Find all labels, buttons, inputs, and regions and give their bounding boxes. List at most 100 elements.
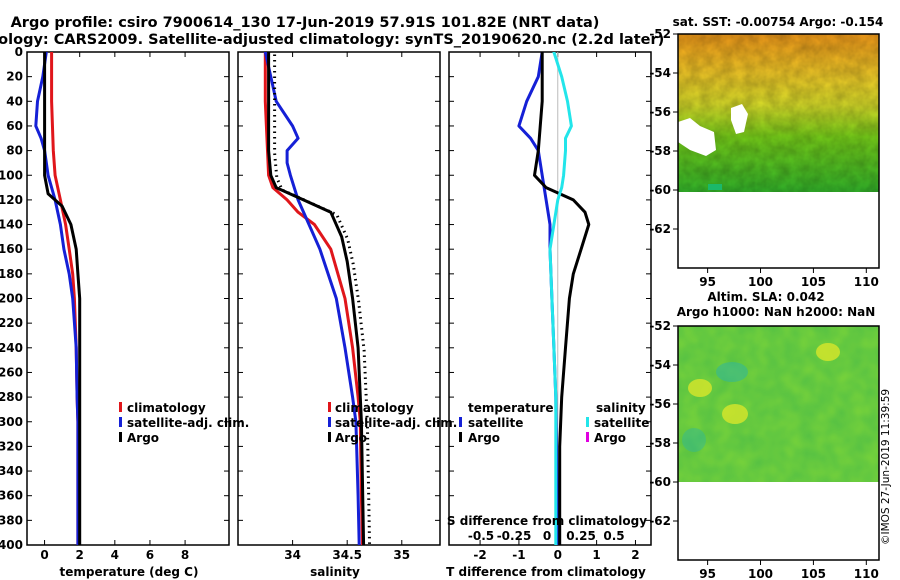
legend-swatch-climatology bbox=[119, 402, 122, 412]
map-lat-label: -60 bbox=[649, 183, 671, 197]
map-lon-label: 105 bbox=[801, 567, 826, 580]
sst-island bbox=[708, 184, 722, 190]
legend-swatch-argo bbox=[119, 432, 122, 442]
x-tick-label: 1 bbox=[592, 548, 600, 562]
legend-swatch-argo bbox=[328, 432, 331, 442]
map-lat-label: -62 bbox=[649, 222, 671, 236]
s-diff-tick: -0.5 bbox=[468, 529, 494, 543]
series-line-satellite-adj-clim bbox=[34, 52, 80, 545]
legend-swatch-satellite bbox=[328, 417, 331, 427]
map-lat-label: -54 bbox=[649, 66, 671, 80]
depth-tick-label: 160 bbox=[0, 242, 23, 256]
t-difference-axis-label: T difference from climatology bbox=[446, 565, 646, 579]
x-tick-label: 0 bbox=[40, 548, 48, 562]
temperature-axis-label: temperature (deg C) bbox=[60, 565, 199, 579]
legend-swatch-satellite-t bbox=[459, 417, 462, 427]
legend-argo: Argo bbox=[127, 431, 159, 445]
sla-land-mask bbox=[678, 482, 879, 560]
s-difference-ticks: -0.5 -0.25 0 0.25 0.5 bbox=[468, 529, 625, 543]
x-tick-label: 0 bbox=[554, 548, 562, 562]
sla-texture bbox=[678, 326, 879, 482]
sst-land-mask bbox=[678, 192, 879, 268]
depth-tick-label: 340 bbox=[0, 464, 23, 478]
salinity-legend: climatology satellite-adj. clim. Argo bbox=[328, 401, 457, 445]
depth-tick-label: 20 bbox=[6, 70, 23, 84]
series-line-satellite-s-diff bbox=[548, 52, 573, 545]
series-line-satellite-adj-clim bbox=[263, 52, 361, 545]
depth-tick-label: 120 bbox=[0, 193, 23, 207]
sst-cloud-gap bbox=[731, 104, 748, 134]
depth-tick-label: 0 bbox=[15, 45, 23, 59]
sst-map bbox=[677, 33, 880, 269]
s-diff-tick: 0.25 bbox=[566, 529, 596, 543]
sla-high bbox=[816, 343, 840, 361]
map-lat-label: -52 bbox=[649, 27, 671, 41]
series-line-argo bbox=[43, 52, 82, 545]
imos-credit: ©IMOS 27-Jun-2019 11:39:59 bbox=[880, 389, 892, 545]
map-lon-label: 100 bbox=[748, 567, 773, 580]
x-tick-label: 34.5 bbox=[332, 548, 362, 562]
sla-high bbox=[688, 379, 712, 397]
legend-argo-t: Argo bbox=[468, 431, 500, 445]
legend-satellite-s: satellite bbox=[594, 416, 649, 430]
series-line-argo-t-diff bbox=[533, 52, 591, 545]
map-lon-label: 100 bbox=[748, 275, 773, 289]
map-lon-label: 110 bbox=[854, 275, 879, 289]
depth-tick-label: 240 bbox=[0, 341, 23, 355]
map-lat-label: -56 bbox=[649, 105, 671, 119]
legend-salinity-title: salinity bbox=[596, 401, 646, 415]
depth-tick-label: 280 bbox=[0, 390, 23, 404]
sla-map bbox=[677, 325, 880, 561]
legend-temperature-title: temperature bbox=[468, 401, 553, 415]
legend-climatology: climatology bbox=[127, 401, 206, 415]
x-tick-label: 35 bbox=[393, 548, 410, 562]
legend-satellite: satellite-adj. clim. bbox=[127, 416, 249, 430]
depth-tick-label: 360 bbox=[0, 489, 23, 503]
depth-tick-label: 140 bbox=[0, 218, 23, 232]
map-lat-label: -52 bbox=[649, 319, 671, 333]
title-line-1: Argo profile: csiro 7900614_130 17-Jun-2… bbox=[11, 15, 600, 31]
depth-tick-label: 220 bbox=[0, 316, 23, 330]
s-diff-tick: 0.5 bbox=[603, 529, 624, 543]
s-difference-axis-label: S difference from climatology bbox=[447, 514, 647, 528]
x-tick-label: 4 bbox=[111, 548, 119, 562]
series-line-climatology bbox=[263, 52, 364, 545]
depth-tick-label: 80 bbox=[6, 144, 23, 158]
title-line-2: Climatology: CARS2009. Satellite-adjuste… bbox=[0, 32, 664, 48]
sla-low bbox=[682, 428, 706, 452]
map-lon-label: 95 bbox=[699, 567, 716, 580]
depth-tick-label: 300 bbox=[0, 415, 23, 429]
depth-tick-label: 320 bbox=[0, 439, 23, 453]
difference-legend: temperature satellite Argo salinity sate… bbox=[459, 401, 649, 445]
map-lon-label: 95 bbox=[699, 275, 716, 289]
map-lat-label: -62 bbox=[649, 514, 671, 528]
sla-high bbox=[722, 404, 748, 424]
temperature-legend: climatology satellite-adj. clim. Argo bbox=[119, 401, 249, 445]
legend-swatch-satellite bbox=[119, 417, 122, 427]
x-tick-label: -2 bbox=[473, 548, 486, 562]
map-lat-label: -58 bbox=[649, 436, 671, 450]
legend-swatch-argo-t bbox=[459, 432, 462, 442]
legend-argo: Argo bbox=[335, 431, 367, 445]
sla-low bbox=[716, 362, 748, 382]
depth-tick-label: 100 bbox=[0, 168, 23, 182]
legend-satellite: satellite-adj. clim. bbox=[335, 416, 457, 430]
s-diff-tick: -0.25 bbox=[497, 529, 532, 543]
depth-tick-label: 400 bbox=[0, 538, 23, 552]
depth-tick-label: 380 bbox=[0, 513, 23, 527]
x-tick-label: 34 bbox=[284, 548, 301, 562]
legend-argo-s: Argo bbox=[594, 431, 626, 445]
map-lon-label: 110 bbox=[854, 567, 879, 580]
legend-swatch-argo-s bbox=[586, 432, 589, 442]
series-line-argo-dots bbox=[273, 54, 372, 545]
legend-climatology: climatology bbox=[335, 401, 414, 415]
temperature-panel-frame bbox=[26, 51, 230, 546]
x-tick-label: 6 bbox=[146, 548, 154, 562]
sla-map-title-2: Argo h1000: NaN h2000: NaN bbox=[677, 305, 876, 319]
salinity-axis-label: salinity bbox=[310, 565, 360, 579]
x-tick-label: 2 bbox=[76, 548, 84, 562]
sst-texture bbox=[678, 34, 879, 192]
legend-swatch-climatology bbox=[328, 402, 331, 412]
legend-swatch-satellite-s bbox=[586, 417, 589, 427]
